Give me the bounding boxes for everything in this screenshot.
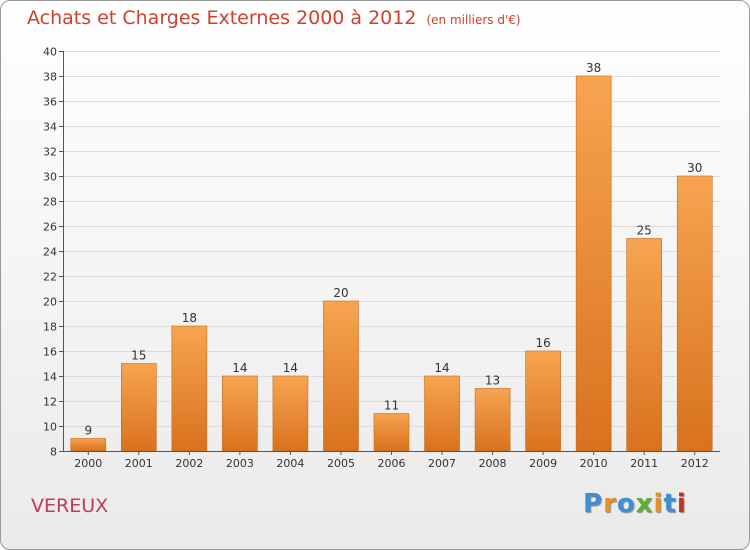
title-text: Achats et Charges Externes 2000 à 2012 [27, 7, 417, 29]
logo-letter: i [676, 489, 687, 519]
logo-letter: r [603, 489, 617, 519]
bar-layer [70, 75, 713, 452]
chart-title: Achats et Charges Externes 2000 à 2012 (e… [27, 7, 521, 29]
y-tick-label-30: 30 [43, 171, 57, 184]
logo-letter: x [635, 489, 654, 519]
y-tick-label-14: 14 [43, 371, 57, 384]
axis-layer: 8 10 12 14 16 18 20 22 24 26 28 30 32 34 36 38 40 2000 200… [43, 46, 720, 470]
bar-2005 [323, 300, 359, 452]
commune-name: VEREUX [31, 495, 109, 517]
data-label-2010: 38 [586, 61, 601, 75]
y-tick-label-22: 22 [43, 271, 57, 284]
data-label-2005: 20 [333, 286, 348, 300]
y-tick-label-34: 34 [43, 121, 57, 134]
y-tick-label-40: 40 [43, 46, 57, 59]
bar-2007 [424, 375, 460, 452]
data-label-2009: 16 [535, 336, 550, 350]
y-tick-label-32: 32 [43, 146, 57, 159]
y-tick-label-28: 28 [43, 196, 57, 209]
x-tick-label-2007: 2007 [428, 457, 456, 470]
data-label-2007: 14 [434, 361, 449, 375]
data-label-2004: 14 [283, 361, 298, 375]
bar-2009 [525, 350, 561, 452]
bar-2004 [272, 375, 309, 452]
x-tick-label-2006: 2006 [378, 457, 406, 470]
data-label-2002: 18 [182, 311, 197, 325]
data-label-2001: 15 [131, 349, 146, 363]
x-tick-label-2000: 2000 [74, 457, 102, 470]
bar-2011 [626, 238, 662, 452]
y-tick-label-18: 18 [43, 321, 57, 334]
bar-2012 [676, 175, 713, 452]
y-tick-label-20: 20 [43, 296, 57, 309]
y-tick-label-12: 12 [43, 396, 57, 409]
title-unit: (en milliers d'€) [426, 13, 521, 27]
y-tick-label-26: 26 [43, 221, 57, 234]
y-tick-label-38: 38 [43, 71, 57, 84]
x-tick-label-2008: 2008 [479, 457, 507, 470]
x-tick-label-2009: 2009 [529, 457, 557, 470]
data-label-2000: 9 [84, 424, 92, 438]
y-tick-label-16: 16 [43, 346, 57, 359]
label-layer: 9 15 18 14 14 20 11 14 13 16 38 25 30 [84, 61, 702, 438]
y-tick-label-10: 10 [43, 421, 57, 434]
data-label-2006: 11 [384, 399, 399, 413]
logo-letter: P [583, 489, 604, 519]
grid-layer [63, 51, 720, 452]
data-label-2003: 14 [232, 361, 247, 375]
y-tick-label-24: 24 [43, 246, 57, 259]
bar-2001 [121, 363, 157, 452]
x-tick-label-2004: 2004 [276, 457, 304, 470]
x-tick-label-2012: 2012 [681, 457, 709, 470]
y-tick-label-8: 8 [50, 446, 57, 459]
proxiti-logo[interactable]: Proxiti [583, 489, 687, 519]
bar-2003 [222, 375, 258, 452]
x-tick-label-2010: 2010 [580, 457, 608, 470]
x-tick-label-2002: 2002 [175, 457, 203, 470]
x-tick-label-2005: 2005 [327, 457, 355, 470]
x-tick-label-2003: 2003 [226, 457, 254, 470]
data-label-2012: 30 [687, 161, 702, 175]
bar-2010 [575, 75, 612, 452]
data-label-2011: 25 [637, 224, 652, 238]
logo-letter: o [616, 489, 636, 519]
bar-2006 [373, 413, 410, 452]
x-tick-label-2011: 2011 [630, 457, 658, 470]
y-tick-label-36: 36 [43, 96, 57, 109]
x-tick-label-2001: 2001 [125, 457, 153, 470]
data-label-2008: 13 [485, 374, 500, 388]
logo-letter: i [653, 489, 664, 519]
bar-2002 [171, 325, 208, 452]
bar-2008 [474, 388, 511, 452]
logo-letter: t [663, 489, 677, 519]
bar-2000 [70, 438, 107, 452]
